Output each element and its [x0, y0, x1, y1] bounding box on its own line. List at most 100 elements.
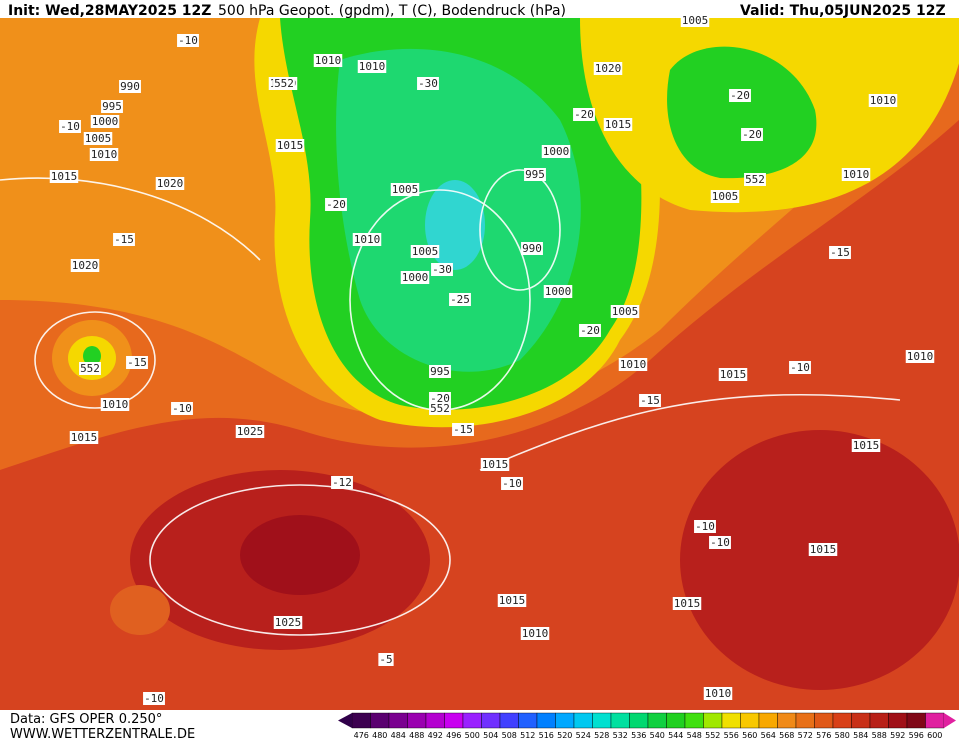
label-box: [431, 263, 453, 276]
label-box: [89, 148, 119, 161]
isobar-label: 1015: [720, 368, 747, 381]
isobar-label: -15: [453, 423, 473, 436]
colorbar-label: 568: [779, 731, 794, 740]
label-box: [429, 392, 451, 405]
colorbar-cell: [425, 712, 445, 729]
colorbar-cell: [555, 712, 575, 729]
label-box: [429, 365, 451, 378]
isobar-label: 1025: [237, 425, 264, 438]
label-box: [331, 476, 353, 489]
label-box: [808, 543, 838, 556]
colorbar-label: 484: [391, 731, 406, 740]
colorbar-label: 488: [409, 731, 424, 740]
isobar-label: -10: [695, 520, 715, 533]
label-box: [390, 183, 420, 196]
label-box: [143, 692, 165, 705]
colorbar-label: 524: [576, 731, 591, 740]
isobar-label: -20: [574, 108, 594, 121]
colorbar-cell: [814, 712, 834, 729]
colorbar-cell: [481, 712, 501, 729]
isobar-label: 552: [430, 402, 450, 415]
isobar-label: 1020: [157, 177, 184, 190]
colorbar-arrow-left: [338, 713, 352, 728]
colorbar-cell: [518, 712, 538, 729]
colorbar-label: 536: [631, 731, 646, 740]
valid-time: Valid: Thu,05JUN2025 12Z: [740, 3, 946, 19]
colorbar-arrow-right: [944, 713, 956, 728]
colorbar-cell: [573, 712, 593, 729]
label-box: [417, 77, 439, 90]
label-box: [70, 259, 100, 272]
colorbar-cell: [721, 712, 741, 729]
label-box: [235, 425, 265, 438]
colorbar-cell: [795, 712, 815, 729]
isobar-label: 1015: [482, 458, 509, 471]
isobar-label: 1010: [907, 350, 934, 363]
colorbar-cell: [684, 712, 704, 729]
colorbar-label: 556: [724, 731, 739, 740]
label-box: [83, 132, 113, 145]
label-box: [378, 653, 394, 666]
label-box: [119, 80, 141, 93]
isobar-label: 990: [522, 242, 542, 255]
colorbar-cell: [462, 712, 482, 729]
isobar-label: 995: [430, 365, 450, 378]
isobar-label: -20: [580, 324, 600, 337]
isobar-label: 1015: [810, 543, 837, 556]
isobar-label: 1015: [605, 118, 632, 131]
label-box: [710, 190, 740, 203]
isobar-label: 990: [120, 80, 140, 93]
isobar-label: 1010: [354, 233, 381, 246]
label-box: [101, 100, 123, 113]
isobar-label: 1020: [595, 62, 622, 75]
label-box: [497, 594, 527, 607]
isobar-label: 995: [102, 100, 122, 113]
isobar-label: 1010: [620, 358, 647, 371]
colorbar-cell: [444, 712, 464, 729]
isobar-label: -10: [502, 477, 522, 490]
isobar-label: -10: [790, 361, 810, 374]
isobar-label: 1015: [853, 439, 880, 452]
colorbar-label: 596: [909, 731, 924, 740]
colorbar: 476 480 484 488 492 496 500 504 508 512 516 520 524 5…: [338, 712, 956, 740]
colorbar-cell: [832, 712, 852, 729]
colorbar-label: 500: [465, 731, 480, 740]
label-box: [718, 368, 748, 381]
isobar-label: -5: [379, 653, 392, 666]
colorbar-cell: [906, 712, 926, 729]
label-box: [841, 168, 871, 181]
isobar-label: 1015: [277, 139, 304, 152]
colorbar-cell: [647, 712, 667, 729]
isobar-label: 1005: [612, 305, 639, 318]
colorbar-label: 476: [354, 731, 369, 740]
colorbar-cell: [703, 712, 723, 729]
isobar-label: -10: [172, 402, 192, 415]
isobar-label: -20: [326, 198, 346, 211]
label-box: [694, 520, 716, 533]
label-box: [741, 128, 763, 141]
colorbar-label: 492: [428, 731, 443, 740]
label-box: [603, 118, 633, 131]
colorbar-label: 548: [687, 731, 702, 740]
map-field: [0, 18, 959, 710]
map-title: 500 hPa Geopot. (gpdm), T (C), Bodendruc…: [218, 3, 566, 19]
isobar-label: -12: [332, 476, 352, 489]
label-box: [905, 350, 935, 363]
isobar-label: 1005: [682, 14, 709, 27]
label-box: [155, 177, 185, 190]
isobar-label: 1010: [705, 687, 732, 700]
label-box: [100, 398, 130, 411]
colorbar-cell: [740, 712, 760, 729]
label-box: [410, 245, 440, 258]
label-box: [325, 198, 347, 211]
label-box: [275, 139, 305, 152]
isobar-label: 552: [274, 77, 294, 90]
label-box: [851, 439, 881, 452]
colorbar-cell: [777, 712, 797, 729]
init-time: Init: Wed,28MAY2025 12Z: [8, 3, 211, 19]
isobar-label: 1005: [392, 183, 419, 196]
colorbar-label: 508: [502, 731, 517, 740]
isobar-label: 1010: [522, 627, 549, 640]
isobar-label: 1000: [545, 285, 572, 298]
isobar-label: -25: [450, 293, 470, 306]
